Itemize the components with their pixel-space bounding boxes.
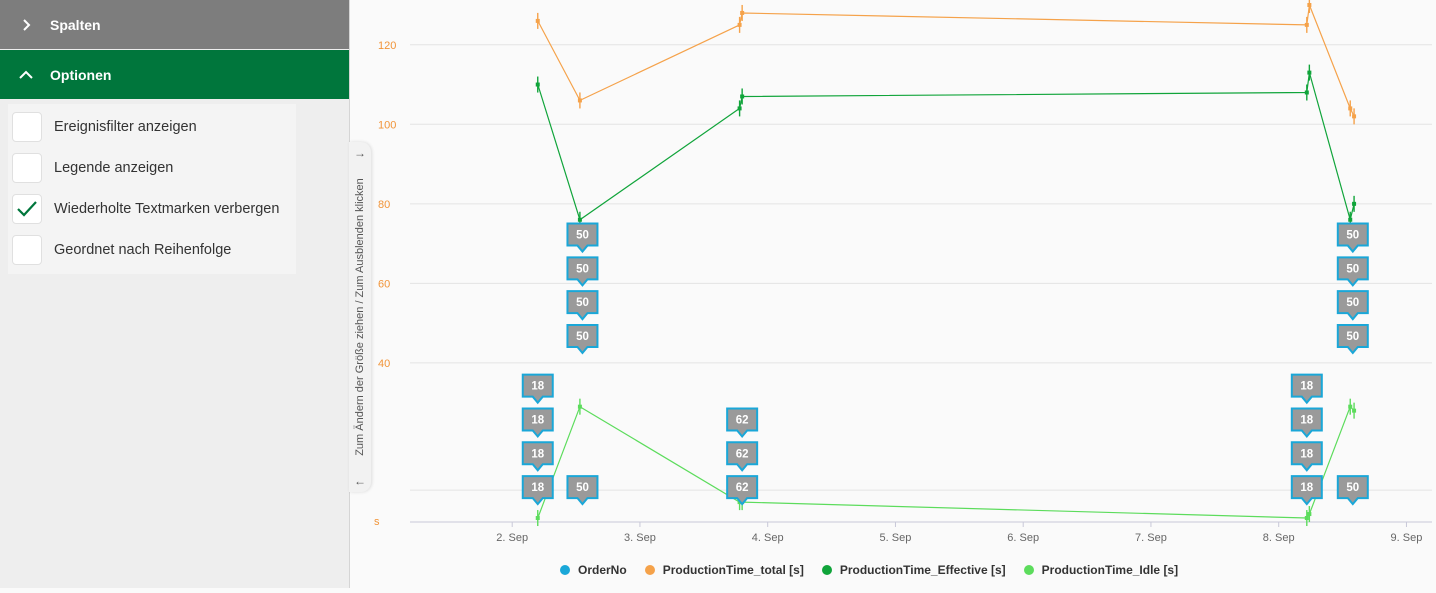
y-unit-label: s xyxy=(374,516,380,528)
order-marker-label: 50 xyxy=(1346,263,1359,275)
option-label: Geordnet nach Reihenfolge xyxy=(54,242,232,258)
checkbox[interactable] xyxy=(12,112,42,142)
order-marker-label: 50 xyxy=(1346,482,1359,494)
order-marker-label: 18 xyxy=(531,414,544,426)
optionen-label: Optionen xyxy=(50,66,112,83)
legend-dot xyxy=(821,565,832,575)
order-marker-label: 62 xyxy=(736,414,749,426)
order-marker xyxy=(726,441,759,472)
series-line-3 xyxy=(537,405,1355,519)
order-marker xyxy=(1290,407,1323,439)
x-tick-label: 2. Sep xyxy=(496,532,528,544)
x-tick-label: 6. Sep xyxy=(1007,532,1039,544)
checkmark-icon xyxy=(17,201,37,217)
chart-area: 120 100 80 60 40 s 2. Sep 3. Sep 4. Sep 5. Sep 6. … xyxy=(350,0,1436,588)
line-chart: 120 100 80 60 40 s 2. Sep 3. Sep 4. Sep 5. Sep 6. … xyxy=(374,0,1432,544)
options-sidebar: Spalten Optionen Ereignisfilter anzeigen… xyxy=(0,0,350,588)
chevron-up-icon xyxy=(18,67,34,83)
order-marker-label: 62 xyxy=(736,448,749,460)
option-wiederholte-textmarken[interactable]: Wiederholte Textmarken verbergen xyxy=(8,192,296,226)
y-tick-label: 100 xyxy=(378,119,396,131)
order-marker xyxy=(1336,475,1369,506)
chart-legend: OrderNo ProductionTime_total [s] Product… xyxy=(560,560,1196,580)
arrow-right-icon: → xyxy=(354,146,366,160)
resize-handle[interactable]: → Zum Ändern der Größe ziehen / Zum Ausb… xyxy=(349,142,371,492)
order-marker xyxy=(726,407,759,439)
y-tick-label: 120 xyxy=(378,40,396,52)
order-marker-label: 62 xyxy=(736,482,749,494)
resize-handle-text: Zum Ändern der Größe ziehen / Zum Ausble… xyxy=(354,178,366,456)
order-marker xyxy=(1290,373,1323,405)
order-marker xyxy=(521,407,554,439)
order-marker-label: 50 xyxy=(1346,230,1359,242)
x-tick-label: 5. Sep xyxy=(880,532,912,544)
x-tick-label: 8. Sep xyxy=(1263,532,1295,544)
legend-item-orderno[interactable]: OrderNo xyxy=(560,563,627,577)
option-label: Wiederholte Textmarken verbergen xyxy=(54,201,280,217)
options-list: Ereignisfilter anzeigen Legende anzeigen… xyxy=(8,104,296,274)
x-tick-label: 9. Sep xyxy=(1391,532,1423,544)
checkbox[interactable] xyxy=(12,153,42,183)
order-marker xyxy=(566,222,599,254)
legend-label: ProductionTime_Effective [s] xyxy=(839,563,1006,577)
order-marker xyxy=(566,290,599,321)
order-marker-label: 50 xyxy=(576,230,589,242)
y-tick-label: 40 xyxy=(378,358,390,370)
checkbox[interactable] xyxy=(12,235,42,265)
order-marker-label: 18 xyxy=(1300,414,1313,426)
order-marker-label: 18 xyxy=(1300,482,1313,494)
arrow-left-icon: ← xyxy=(354,474,366,488)
legend-dot xyxy=(560,565,570,575)
order-marker xyxy=(726,475,759,506)
order-marker-label: 50 xyxy=(576,297,589,309)
order-marker xyxy=(1336,323,1369,355)
legend-item-effective[interactable]: ProductionTime_Effective [s] xyxy=(821,563,1006,577)
order-marker-label: 18 xyxy=(531,482,544,494)
order-marker xyxy=(1336,222,1369,254)
legend-dot xyxy=(1023,565,1034,575)
y-tick-label: 80 xyxy=(378,199,390,211)
legend-item-total[interactable]: ProductionTime_total [s] xyxy=(644,563,804,577)
order-marker-label: 50 xyxy=(576,331,589,343)
legend-item-idle[interactable]: ProductionTime_Idle [s] xyxy=(1023,563,1179,577)
order-marker xyxy=(1290,475,1323,506)
order-marker xyxy=(1336,256,1369,287)
series-line-2 xyxy=(537,72,1355,223)
order-marker xyxy=(1290,441,1323,472)
option-label: Ereignisfilter anzeigen xyxy=(54,119,197,135)
legend-dot xyxy=(644,565,655,575)
order-marker-label: 50 xyxy=(1346,297,1359,309)
legend-label: ProductionTime_total [s] xyxy=(662,563,804,577)
order-marker-label: 18 xyxy=(531,381,544,393)
order-marker xyxy=(566,323,599,355)
order-marker-label: 50 xyxy=(576,263,589,275)
legend-label: OrderNo xyxy=(578,563,627,577)
option-legende[interactable]: Legende anzeigen xyxy=(8,151,296,185)
order-marker-label: 18 xyxy=(531,448,544,460)
order-marker xyxy=(521,475,554,506)
x-tick-label: 3. Sep xyxy=(624,532,656,544)
order-marker-label: 18 xyxy=(1300,381,1313,393)
option-geordnet[interactable]: Geordnet nach Reihenfolge xyxy=(8,233,296,267)
option-ereignisfilter[interactable]: Ereignisfilter anzeigen xyxy=(8,110,296,144)
x-tick-label: 7. Sep xyxy=(1135,532,1167,544)
order-marker xyxy=(1336,290,1369,321)
spalten-section-header[interactable]: Spalten xyxy=(0,0,349,49)
order-marker-label: 18 xyxy=(1300,448,1313,460)
order-marker xyxy=(566,475,599,506)
y-tick-label: 60 xyxy=(378,278,390,290)
checkbox-checked[interactable] xyxy=(12,194,42,224)
legend-label: ProductionTime_Idle [s] xyxy=(1041,563,1179,577)
order-marker-label: 50 xyxy=(576,482,589,494)
x-tick-label: 4. Sep xyxy=(752,532,784,544)
optionen-section-header[interactable]: Optionen xyxy=(0,50,349,99)
series-line-1 xyxy=(537,2,1355,117)
order-marker xyxy=(566,256,599,287)
order-marker xyxy=(521,441,554,472)
chevron-right-icon xyxy=(18,17,34,33)
order-marker xyxy=(521,373,554,405)
spalten-label: Spalten xyxy=(50,16,101,33)
order-marker-label: 50 xyxy=(1346,331,1359,343)
option-label: Legende anzeigen xyxy=(54,160,174,176)
